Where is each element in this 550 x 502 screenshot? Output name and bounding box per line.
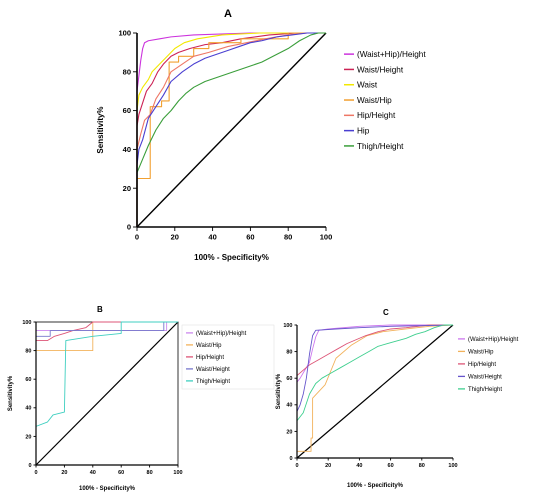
legend: (Waist+Hip)/Height Waist/Hip Hip/Height Wai… bbox=[181, 324, 275, 390]
legend-label: (Waist+Hip)/Height bbox=[357, 50, 426, 59]
roc-curve-3 bbox=[35, 321, 178, 465]
x-tick-label: 0 bbox=[295, 463, 298, 469]
y-tick-label: 0 bbox=[289, 456, 292, 462]
x-tick-label: 40 bbox=[90, 470, 96, 476]
y-tick-label: 100 bbox=[22, 320, 31, 326]
x-tick-label: 60 bbox=[246, 233, 254, 242]
reference-diagonal-line bbox=[296, 324, 454, 459]
legend-label: Thigh/Height bbox=[357, 142, 404, 151]
y-tick-label: 60 bbox=[123, 106, 131, 115]
x-tick-label: 80 bbox=[284, 233, 292, 242]
y-tick-label: 60 bbox=[25, 377, 31, 383]
legend: (Waist+Hip)/Height Waist/Height Waist Waist… bbox=[344, 50, 426, 151]
y-tick-label: 0 bbox=[28, 463, 31, 469]
roc-curve-3 bbox=[136, 32, 326, 227]
legend-label: (Waist+Hip)/Height bbox=[468, 337, 519, 343]
x-tick-label: 40 bbox=[208, 233, 216, 242]
reference-diagonal-line bbox=[35, 321, 179, 466]
legend: (Waist+Hip)/Height Waist/Hip Hip/Height Wai… bbox=[458, 337, 519, 393]
y-tick-label: 40 bbox=[25, 406, 31, 412]
x-tick-label: 20 bbox=[171, 233, 179, 242]
y-tick-label: 20 bbox=[123, 184, 131, 193]
y-tick-label: 60 bbox=[286, 376, 292, 382]
x-tick-label: 20 bbox=[325, 463, 331, 469]
x-tick-label: 100 bbox=[448, 463, 457, 469]
legend-label: Waist/Height bbox=[196, 367, 230, 373]
y-axis-label: Sensitivity% bbox=[96, 106, 105, 153]
panel-label: A bbox=[224, 8, 232, 20]
x-axis-label: 100% - Specificity% bbox=[194, 253, 269, 262]
x-tick-label: 20 bbox=[61, 470, 67, 476]
x-axis-label: 100% - Specificity% bbox=[79, 486, 136, 492]
x-tick-label: 80 bbox=[419, 463, 425, 469]
y-tick-label: 100 bbox=[118, 29, 131, 38]
x-tick-label: 100 bbox=[173, 470, 182, 476]
legend-label: Waist bbox=[357, 81, 378, 90]
roc-curve-6 bbox=[136, 32, 326, 227]
chart-panel-c: C 0 20 40 60 80 100 0 20 40 60 80 100 100% - Specific… bbox=[276, 308, 519, 489]
legend-label: Hip/Height bbox=[468, 362, 496, 368]
legend-label: (Waist+Hip)/Height bbox=[196, 331, 247, 337]
roc-curve-4 bbox=[136, 32, 326, 227]
roc-curve-2 bbox=[136, 32, 326, 227]
roc-curve-1 bbox=[296, 324, 453, 458]
legend-label: Waist/Hip bbox=[196, 343, 222, 349]
y-tick-label: 40 bbox=[286, 403, 292, 409]
legend-label: Waist/Hip bbox=[357, 96, 392, 105]
legend-label: Hip bbox=[357, 127, 370, 136]
x-tick-label: 0 bbox=[135, 233, 139, 242]
x-tick-label: 60 bbox=[388, 463, 394, 469]
legend-label: Thigh/Height bbox=[468, 387, 502, 393]
roc-curve-5 bbox=[296, 324, 453, 458]
x-axis-label: 100% - Specificity% bbox=[347, 483, 404, 489]
roc-curve-2 bbox=[296, 324, 454, 458]
panel-label: B bbox=[97, 305, 103, 314]
chart-panel-a: A 0 20 40 60 80 100 0 20 40 60 80 100 100% - Specific… bbox=[96, 8, 426, 262]
x-tick-label: 100 bbox=[320, 233, 333, 242]
chart-panel-b: B 0 20 40 60 80 100 0 20 40 60 80 100 100% - Specific… bbox=[8, 305, 275, 492]
y-tick-label: 40 bbox=[123, 145, 131, 154]
y-axis-label: Sensitivity% bbox=[276, 373, 282, 409]
legend-label: Waist/Height bbox=[357, 65, 404, 74]
y-tick-label: 80 bbox=[286, 350, 292, 356]
legend-label: Waist/Height bbox=[468, 375, 502, 381]
legend-box bbox=[181, 324, 275, 390]
roc-curve-1 bbox=[136, 32, 326, 227]
roc-curve-3 bbox=[296, 324, 453, 458]
panel-label: C bbox=[383, 308, 389, 317]
roc-curve-5 bbox=[35, 321, 178, 465]
legend-label: Hip/Height bbox=[357, 111, 396, 120]
y-tick-label: 0 bbox=[127, 223, 131, 232]
y-axis-label: Sensitivity% bbox=[8, 375, 14, 411]
y-tick-label: 20 bbox=[25, 434, 31, 440]
x-tick-label: 0 bbox=[34, 470, 37, 476]
y-tick-label: 20 bbox=[286, 429, 292, 435]
legend-label: Waist/Hip bbox=[468, 350, 494, 356]
x-tick-label: 60 bbox=[118, 470, 124, 476]
y-tick-label: 80 bbox=[123, 67, 131, 76]
x-tick-label: 40 bbox=[356, 463, 362, 469]
legend-label: Thigh/Height bbox=[196, 379, 230, 385]
roc-curve-4 bbox=[296, 324, 454, 458]
y-tick-label: 80 bbox=[25, 349, 31, 355]
y-tick-label: 100 bbox=[283, 323, 292, 329]
roc-curve-7 bbox=[136, 32, 326, 227]
x-tick-label: 80 bbox=[147, 470, 153, 476]
legend-label: Hip/Height bbox=[196, 355, 224, 361]
reference-diagonal-line bbox=[136, 32, 327, 228]
